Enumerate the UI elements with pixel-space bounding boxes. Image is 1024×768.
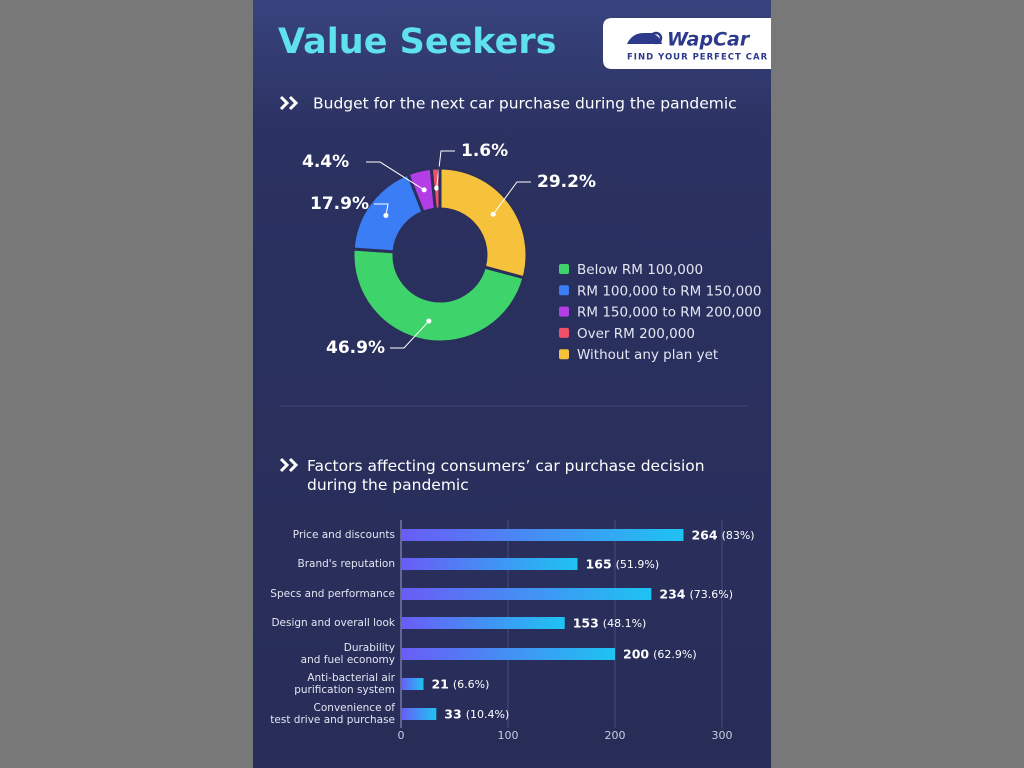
share-label: (51.9%) (616, 558, 660, 571)
bar (401, 588, 652, 600)
category-label: Anti-bacterial air purification system (294, 672, 395, 696)
leader-dot (434, 185, 440, 191)
leader-line (366, 161, 425, 191)
donut-segment (351, 247, 526, 344)
leader-dot (426, 318, 432, 324)
category-label: Specs and performance (270, 588, 395, 600)
section-title: Factors affecting consumers’ car purchas… (307, 457, 705, 494)
bar (401, 529, 684, 541)
category-label: Design and overall look (271, 617, 395, 629)
x-tick-label: 100 (498, 729, 519, 742)
logo-tagline: FIND YOUR PERFECT CAR (627, 53, 768, 63)
category-label: Price and discounts (292, 529, 395, 541)
category-label: Convenience of test drive and purchase (270, 702, 395, 726)
value-label: 234 (659, 587, 685, 602)
bar (401, 617, 565, 629)
logo-lens (649, 31, 663, 45)
bar (401, 558, 578, 570)
share-label: (6.6%) (453, 678, 490, 691)
leader-line (390, 320, 430, 349)
category-label: Brand's reputation (297, 558, 396, 570)
page-title: Value Seekers (278, 22, 556, 62)
logo-box (603, 18, 771, 69)
bar (401, 678, 424, 690)
legend-label: Without any plan yet (577, 347, 718, 363)
legend-swatch (559, 285, 569, 296)
leader-dot (383, 212, 389, 218)
data-label: 17.9% (310, 194, 369, 214)
bar (401, 648, 615, 660)
value-label: 200 (623, 647, 649, 662)
legend-label: Over RM 200,000 (577, 326, 695, 342)
legend-swatch (559, 349, 569, 360)
leader-dot (421, 187, 427, 193)
value-label: 165 (586, 557, 612, 572)
legend-label: RM 150,000 to RM 200,000 (577, 305, 761, 321)
share-label: (62.9%) (653, 648, 697, 661)
logo-text: WapCar (667, 29, 751, 51)
panel (253, 0, 771, 768)
x-tick-label: 200 (605, 729, 626, 742)
share-label: (73.6%) (689, 588, 733, 601)
leader-line (492, 181, 531, 215)
bar (401, 708, 437, 720)
data-label: 29.2% (537, 172, 596, 192)
share-label: (10.4%) (466, 708, 510, 721)
data-label: 1.6% (461, 141, 508, 161)
data-label: 46.9% (326, 338, 385, 358)
section-icon (279, 95, 299, 111)
leader-line (436, 150, 455, 189)
legend-swatch (559, 327, 569, 338)
legend-label: Below RM 100,000 (577, 262, 703, 278)
value-label: 33 (444, 707, 461, 722)
value-label: 153 (573, 616, 599, 631)
share-label: (83%) (722, 529, 755, 542)
legend-swatch (559, 264, 569, 274)
legend-label: RM 100,000 to RM 150,000 (577, 283, 761, 299)
x-tick-label: 300 (712, 729, 733, 742)
leader-line (374, 203, 389, 216)
category-label: Durability and fuel economy (300, 642, 395, 666)
x-tick-label: 0 (398, 729, 405, 742)
value-label: 264 (691, 528, 717, 543)
section-title: Budget for the next car purchase during … (313, 95, 737, 113)
data-label: 4.4% (302, 152, 349, 172)
donut-segment (438, 166, 529, 280)
value-label: 21 (431, 677, 448, 692)
legend-swatch (559, 306, 569, 317)
share-label: (48.1%) (603, 617, 647, 630)
leader-dot (490, 211, 496, 217)
section-icon (279, 457, 299, 473)
